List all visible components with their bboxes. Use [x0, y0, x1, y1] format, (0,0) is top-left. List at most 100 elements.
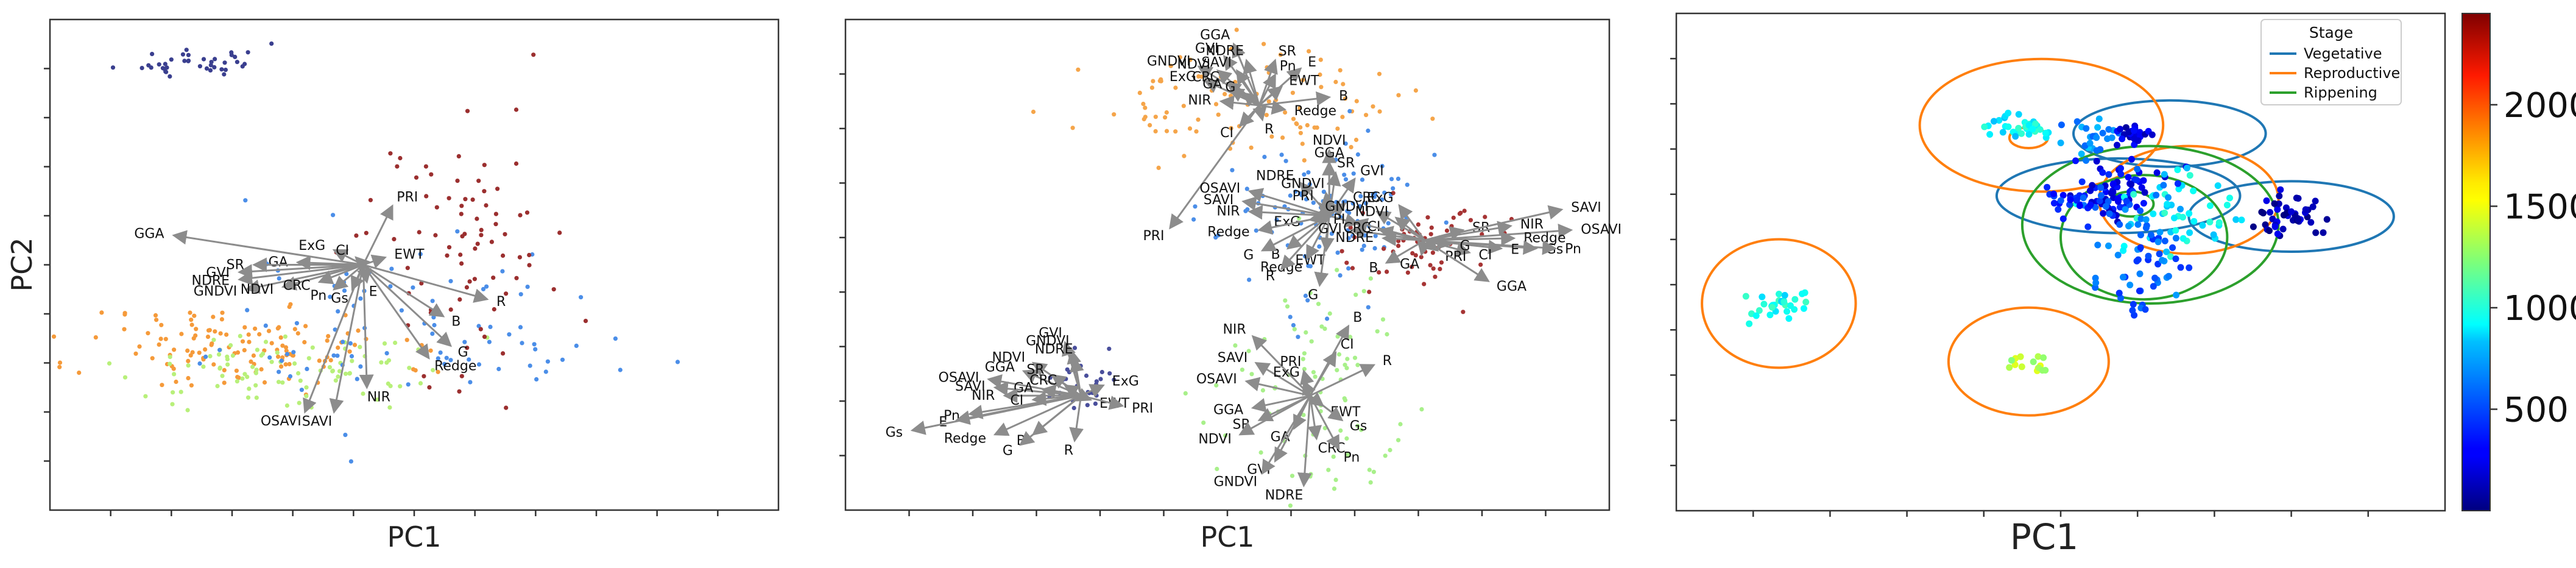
scatter-point	[2129, 307, 2136, 314]
scatter-point	[1334, 478, 1338, 482]
scatter-point	[2320, 229, 2327, 236]
loading-label: NDRE	[1335, 230, 1374, 246]
legend: Stage Vegetative Reproductive Rippening	[2261, 20, 2401, 105]
scatter-point	[2131, 135, 2137, 142]
scatter-point	[358, 296, 362, 300]
scatter-point	[208, 354, 212, 358]
scatter-point	[213, 329, 217, 333]
loading-label: Pn	[1565, 242, 1581, 257]
loading-label: R	[1383, 353, 1392, 369]
scatter-point	[1291, 323, 1296, 327]
scatter-point	[1369, 480, 1373, 485]
scatter-point	[379, 360, 383, 364]
scatter-point	[1288, 503, 1293, 508]
scatter-point	[325, 338, 330, 343]
scatter-point	[2096, 116, 2103, 122]
scatter-point	[341, 339, 345, 344]
scatter-point	[2105, 126, 2112, 133]
scatter-point	[2110, 180, 2117, 187]
loading-arrow	[1020, 396, 1081, 445]
scatter-point	[224, 68, 228, 72]
scatter-point	[514, 276, 518, 280]
loading-label: NDVI	[1198, 432, 1232, 447]
scatter-point	[1791, 296, 1798, 303]
scatter-point	[189, 353, 193, 358]
scatter-point	[2060, 216, 2067, 222]
scatter-point	[2114, 142, 2120, 149]
loading-label: NDVI	[241, 282, 274, 297]
scatter-point	[193, 333, 197, 338]
scatter-point	[2226, 194, 2233, 201]
scatter-point	[1801, 305, 1807, 312]
scatter-point	[1367, 289, 1371, 294]
loading-label: G	[1225, 80, 1235, 95]
scatter-point	[1439, 260, 1444, 264]
scatter-point	[2115, 252, 2122, 258]
scatter-point	[429, 349, 433, 353]
scatter-point	[2160, 182, 2167, 188]
scatter-point	[242, 348, 247, 352]
loading-label: Redge	[944, 431, 986, 447]
scatter-point	[479, 233, 483, 237]
scatter-point	[336, 374, 340, 378]
loading-label: B	[1353, 310, 1362, 325]
scatter-point	[238, 334, 242, 338]
scatter-point	[1782, 292, 1788, 299]
scatter-point	[1389, 177, 1394, 181]
scatter-point	[247, 386, 251, 391]
scatter-point	[504, 406, 508, 410]
scatter-point	[1165, 110, 1169, 115]
scatter-point	[2184, 165, 2190, 171]
scatter-point	[384, 360, 389, 364]
scatter-point	[388, 151, 392, 155]
scatter-point	[527, 253, 531, 257]
scatter-point	[1432, 153, 1436, 157]
scatter-point	[1338, 428, 1343, 433]
scatter-point	[2051, 200, 2058, 207]
loading-label: NDRE	[1035, 342, 1073, 357]
scatter-point	[2145, 253, 2152, 260]
scatter-point	[1355, 363, 1360, 367]
scatter-point	[430, 332, 434, 336]
colorbar-ticks: 500100015002000	[2490, 86, 2576, 430]
scatter-point	[1450, 224, 1454, 229]
scatter-point	[2150, 210, 2156, 217]
scatter-point	[1780, 299, 1787, 305]
scatter-point	[389, 267, 393, 271]
scatter-point	[2151, 275, 2158, 282]
scatter-point	[1249, 146, 1254, 150]
scatter-point	[222, 72, 226, 76]
scatter-point	[2272, 224, 2279, 230]
scatter-points	[52, 41, 680, 464]
scatter-point	[1194, 129, 1198, 133]
scatter-point	[163, 62, 168, 66]
scatter-point	[304, 385, 308, 389]
scatter-point	[1325, 316, 1329, 321]
scatter-point	[2173, 255, 2179, 262]
scatter-point	[557, 230, 562, 235]
scatter-point	[473, 277, 477, 281]
scatter-point	[519, 292, 523, 296]
scatter-point	[1385, 269, 1389, 274]
y-axis-label: PC2	[5, 237, 38, 291]
loading-label: CI	[1479, 248, 1492, 263]
loading-label: ExG	[1112, 374, 1139, 389]
scatter-point	[2215, 182, 2221, 189]
scatter-point	[1262, 155, 1266, 159]
scatter-point	[2155, 238, 2162, 245]
scatter-point	[492, 307, 496, 311]
scatter-point	[2055, 206, 2061, 213]
scatter-point	[2067, 196, 2074, 203]
scatter-point	[532, 342, 537, 346]
scatter-point	[1328, 311, 1332, 316]
scatter-point	[676, 360, 680, 364]
scatter-point	[285, 403, 289, 408]
scatter-point	[329, 358, 333, 363]
scatter-point	[2058, 121, 2065, 128]
scatter-point	[206, 328, 211, 333]
scatter-point	[246, 396, 250, 400]
scatter-point	[1785, 315, 1792, 322]
scatter-point	[264, 339, 268, 344]
scatter-point	[2310, 204, 2317, 210]
loading-label: R	[1265, 122, 1274, 137]
